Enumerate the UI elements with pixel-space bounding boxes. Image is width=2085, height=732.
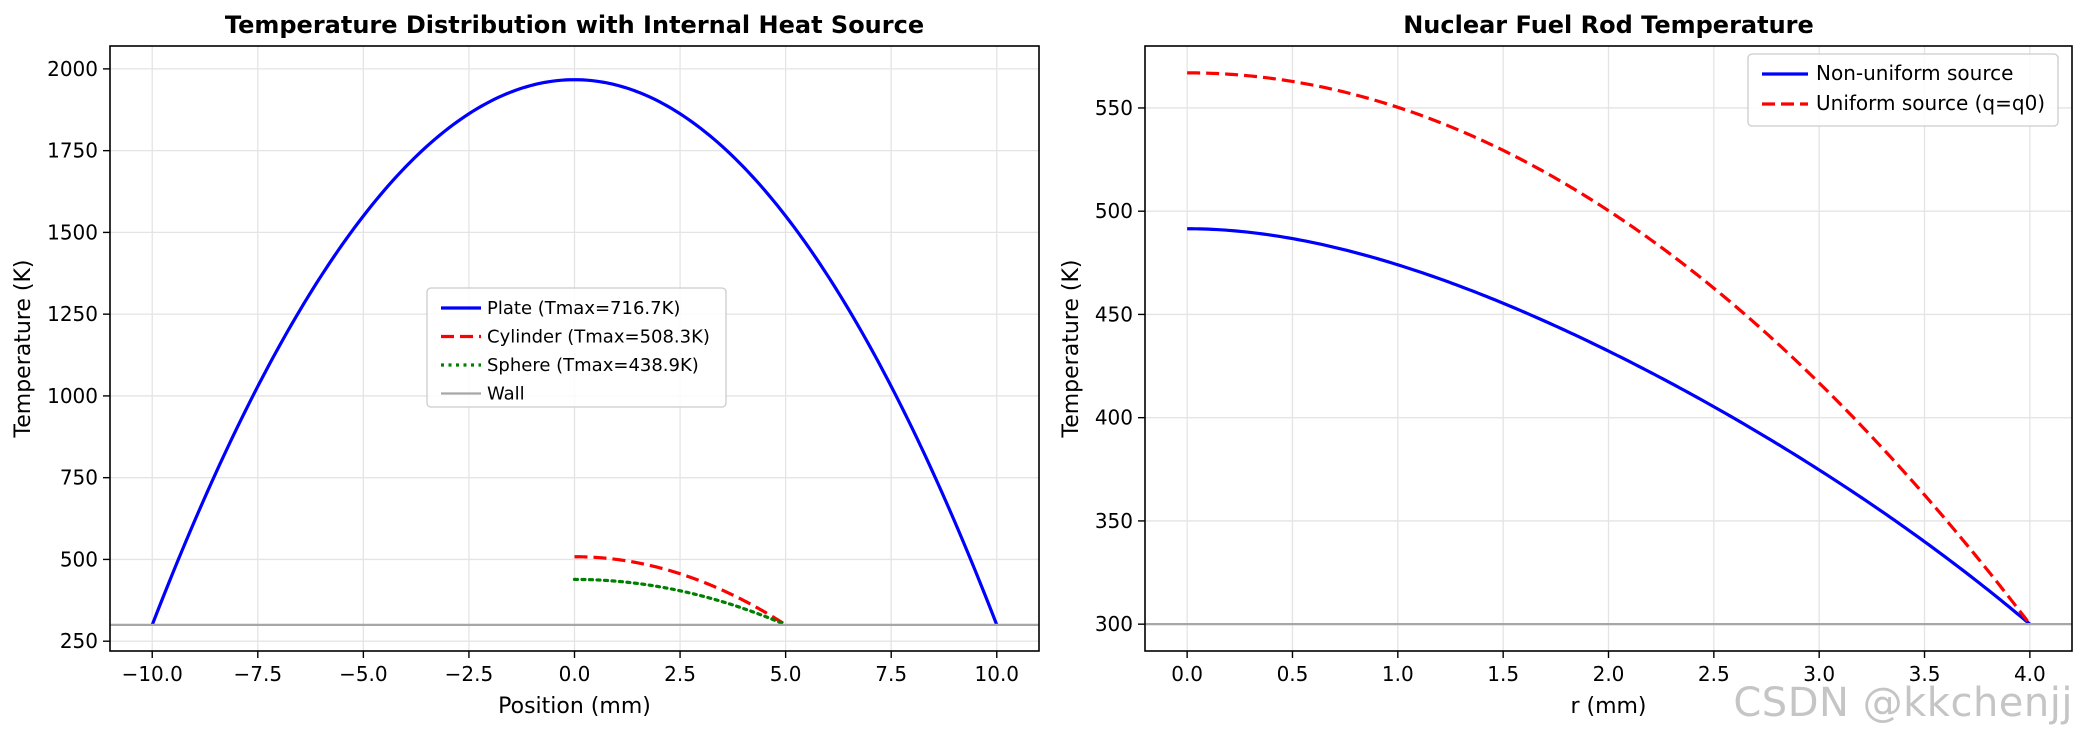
legend-box: [426, 287, 727, 408]
x-tick-label: −10.0: [122, 662, 183, 686]
legend-label: Sphere (Tmax=438.9K): [487, 355, 699, 376]
series-line-3: [572, 577, 788, 627]
y-tick-label: 450: [1095, 302, 1133, 326]
legend: Non-uniform source Uniform source (q=q0): [1747, 53, 2059, 127]
legend-label: Cylinder (Tmax=508.3K): [487, 327, 710, 348]
y-axis-label: Temperature (K): [1059, 260, 1084, 439]
legend-label: Uniform source (q=q0): [1816, 91, 2045, 115]
legend-label: Plate (Tmax=716.7K): [487, 298, 680, 319]
x-tick-label: 3.0: [1803, 662, 1835, 686]
x-tick-label: 10.0: [975, 662, 1020, 686]
x-tick-label: 1.5: [1487, 662, 1519, 686]
y-tick-label: 350: [1095, 509, 1133, 533]
series-line-1: [150, 78, 999, 626]
y-tick-label: 1250: [47, 302, 98, 326]
chart-title: Nuclear Fuel Rod Temperature: [1403, 11, 1814, 39]
y-tick-label: 1750: [47, 139, 98, 163]
watermark-text: CSDN @kkchenjj: [1733, 680, 2073, 726]
legend-label: Non-uniform source: [1816, 61, 2013, 85]
x-tick-label: 5.0: [770, 662, 802, 686]
y-axis-label: Temperature (K): [11, 260, 36, 439]
series-line-1: [1187, 227, 2031, 626]
y-tick-label: 500: [1095, 199, 1133, 223]
x-tick-label: 0.5: [1277, 662, 1309, 686]
y-tick-label: 1000: [47, 384, 98, 408]
y-tick-label: 750: [60, 466, 98, 490]
x-axis-label: r (mm): [1570, 694, 1646, 719]
x-tick-label: 7.5: [875, 662, 907, 686]
x-tick-label: 4.0: [2014, 662, 2046, 686]
x-tick-label: 3.5: [1909, 662, 1941, 686]
legend-box: [1747, 53, 2059, 127]
y-tick-label: 500: [60, 547, 98, 571]
x-tick-label: −5.0: [339, 662, 388, 686]
x-tick-label: 0.0: [1171, 662, 1203, 686]
x-tick-label: 2.5: [664, 662, 696, 686]
series-line-2: [574, 555, 787, 627]
x-axis-label: Position (mm): [498, 694, 651, 719]
chart-panel-2: 0.0 0.5 1.0 1.5 2.0 2.5 3.0 3.5 4.0 300 350 400 450 5…: [1059, 11, 2073, 719]
y-tick-label: 550: [1095, 96, 1133, 120]
y-tick-label: 1500: [47, 220, 98, 244]
y-tick-label: 250: [60, 629, 98, 653]
x-tick-label: 2.0: [1593, 662, 1625, 686]
chart-title: Temperature Distribution with Internal H…: [225, 11, 924, 39]
x-tick-label: 0.0: [559, 662, 591, 686]
x-tick-label: −2.5: [445, 662, 494, 686]
x-tick-label: 2.5: [1698, 662, 1730, 686]
x-tick-label: −7.5: [234, 662, 283, 686]
x-tick-label: 1.0: [1382, 662, 1414, 686]
y-tick-label: 300: [1095, 612, 1133, 636]
y-tick-label: 2000: [47, 57, 98, 81]
series-line-2: [1187, 71, 2032, 626]
chart-panel-1: −10.0 −7.5 −5.0 −2.5 0.0 2.5 5.0 7.5 10.0 250 500 7…: [11, 11, 1040, 719]
legend-label: Wall: [487, 384, 525, 405]
y-tick-label: 400: [1095, 406, 1133, 430]
legend: Plate (Tmax=716.7K) Cylinder (Tmax=508.3K…: [426, 287, 727, 408]
